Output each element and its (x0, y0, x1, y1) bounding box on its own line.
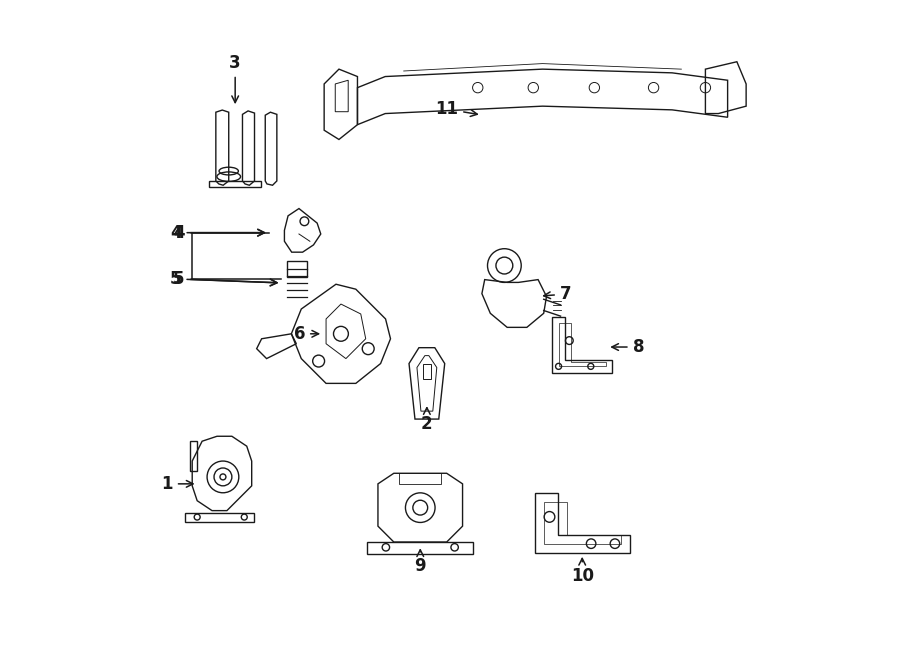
Text: 6: 6 (293, 325, 319, 343)
Text: 3: 3 (230, 54, 241, 102)
Text: 1: 1 (161, 475, 193, 493)
Text: 4: 4 (170, 223, 265, 242)
Text: 7: 7 (544, 285, 572, 303)
Text: 9: 9 (414, 550, 426, 576)
Text: 11: 11 (436, 100, 477, 118)
Text: 5: 5 (170, 270, 277, 288)
Text: 5: 5 (173, 270, 277, 288)
Text: 10: 10 (571, 559, 594, 586)
Text: 2: 2 (421, 408, 433, 434)
Text: 4: 4 (173, 223, 265, 242)
Text: 8: 8 (612, 338, 644, 356)
